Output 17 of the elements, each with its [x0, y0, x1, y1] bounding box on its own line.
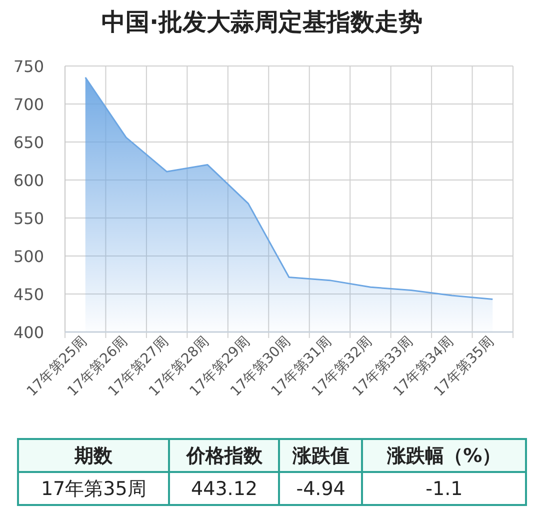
y-tick-label: 600 — [13, 171, 44, 190]
text: 涨跌幅（%） — [362, 439, 526, 472]
text: 17年第35周 — [18, 472, 170, 505]
text: 涨跌值 — [279, 439, 362, 472]
y-tick-label: 500 — [13, 247, 44, 266]
text: 443.12 — [169, 472, 280, 505]
y-tick-label: 450 — [13, 285, 44, 304]
text: -1.1 — [362, 472, 526, 505]
y-tick-label: 700 — [13, 95, 44, 114]
chart-title: 中国·批发大蒜周定基指数走势 — [101, 8, 423, 36]
text: 期数 — [18, 439, 170, 472]
y-tick-label: 750 — [13, 57, 44, 76]
text: -4.94 — [279, 472, 362, 505]
text: 价格指数 — [169, 439, 280, 472]
y-tick-label: 400 — [13, 323, 44, 342]
y-tick-label: 550 — [13, 209, 44, 228]
y-tick-label: 650 — [13, 133, 44, 152]
